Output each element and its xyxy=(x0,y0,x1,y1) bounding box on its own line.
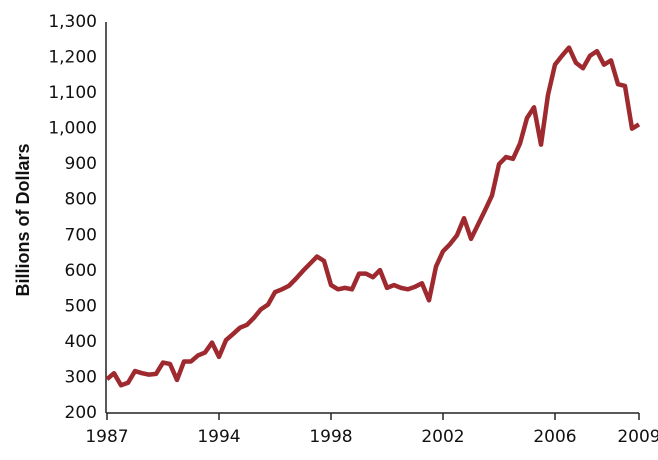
y-tick-label: 900 xyxy=(65,154,97,174)
x-tick-label: 2002 xyxy=(421,427,464,447)
y-tick-label: 600 xyxy=(65,261,97,281)
x-tick-label: 2006 xyxy=(533,427,576,447)
x-tick-label: 2009 xyxy=(617,427,658,447)
y-tick-label: 700 xyxy=(65,225,97,245)
data-line xyxy=(105,45,641,388)
y-tick-label: 1,200 xyxy=(48,48,97,68)
y-axis-label: Billions of Dollars xyxy=(13,143,33,296)
x-tick-label: 1994 xyxy=(197,427,240,447)
x-tick-label: 1998 xyxy=(309,427,352,447)
y-tick-label: 200 xyxy=(65,403,97,423)
y-tick-label: 1,100 xyxy=(48,83,97,103)
y-tick-label: 1,000 xyxy=(48,119,97,139)
y-tick-label: 800 xyxy=(65,190,97,210)
y-tick-label: 1,300 xyxy=(48,12,97,32)
y-tick-label: 300 xyxy=(65,367,97,387)
x-tick-label: 1987 xyxy=(85,427,128,447)
y-tick-label: 500 xyxy=(65,296,97,316)
y-tick-label: 400 xyxy=(65,332,97,352)
